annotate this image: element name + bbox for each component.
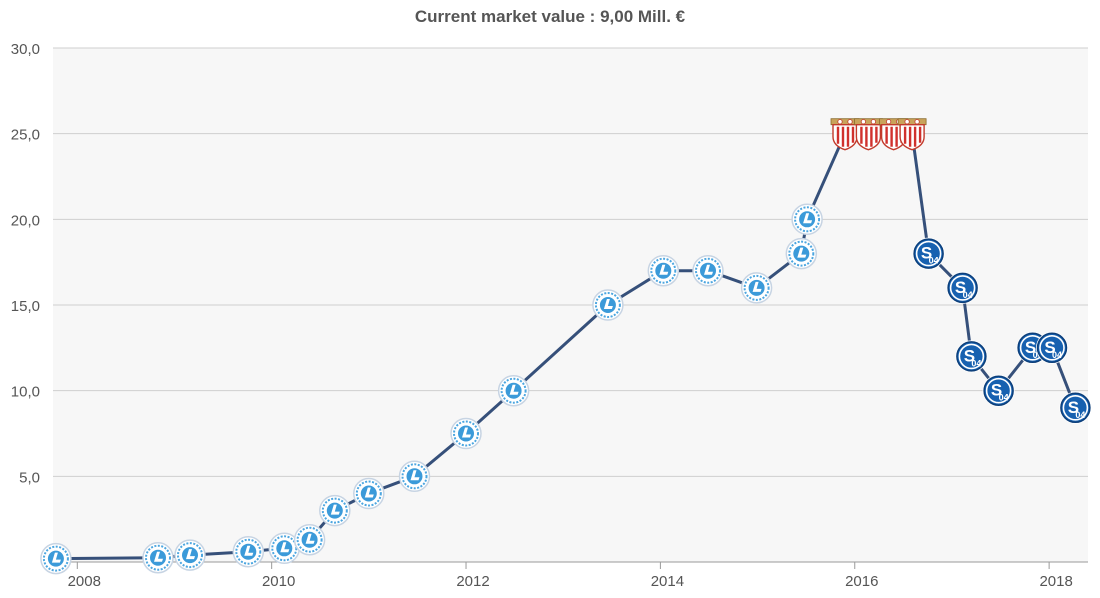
dnipro-crest-icon[interactable] <box>268 532 301 565</box>
svg-text:S: S <box>1025 338 1036 357</box>
svg-text:S: S <box>991 381 1002 400</box>
svg-text:04: 04 <box>929 256 939 266</box>
svg-text:S: S <box>1044 338 1055 357</box>
dnipro-crest-icon[interactable] <box>142 541 174 574</box>
dnipro-crest-icon[interactable] <box>785 237 818 270</box>
schalke-crest-icon[interactable]: S04 <box>982 374 1015 407</box>
y-tick-label: 30,0 <box>11 41 40 58</box>
grid-lines <box>53 47 1088 477</box>
dnipro-crest-icon[interactable] <box>40 542 72 575</box>
svg-text:04: 04 <box>971 358 981 368</box>
schalke-crest-icon[interactable]: S04 <box>1036 331 1068 364</box>
schalke-crest-icon[interactable]: S04 <box>1059 391 1092 424</box>
y-tick-label: 10,0 <box>11 384 40 401</box>
svg-text:04: 04 <box>963 290 973 300</box>
svg-text:S: S <box>955 278 966 297</box>
dnipro-crest-icon[interactable] <box>740 272 773 304</box>
dnipro-crest-icon[interactable] <box>497 374 530 407</box>
svg-text:04: 04 <box>1075 410 1085 420</box>
dnipro-crest-icon[interactable] <box>791 203 823 236</box>
svg-text:S: S <box>1068 398 1079 417</box>
dnipro-crest-icon[interactable] <box>692 254 724 287</box>
x-tick-label: 2018 <box>1039 573 1072 590</box>
x-tick-label: 2010 <box>262 573 295 590</box>
svg-text:04: 04 <box>1052 350 1062 360</box>
dnipro-crest-icon[interactable] <box>293 523 326 556</box>
sevilla-crest-icon[interactable] <box>897 118 927 151</box>
schalke-crest-icon[interactable]: S04 <box>955 340 988 373</box>
dnipro-crest-icon[interactable] <box>398 460 431 493</box>
dnipro-crest-icon[interactable] <box>450 417 482 450</box>
y-tick-label: 15,0 <box>11 298 40 315</box>
chart-title: Current market value : 9,00 Mill. € <box>414 7 686 26</box>
schalke-crest-icon[interactable]: S04 <box>912 237 945 270</box>
dnipro-crest-icon[interactable] <box>592 289 624 321</box>
dnipro-crest-icon[interactable] <box>174 539 206 571</box>
x-tick-label: 2008 <box>68 573 101 590</box>
axes: 5,0 10,0 15,0 20,0 25,0 30,0 2008 2010 2012 2014 2… <box>11 41 1088 590</box>
y-tick-label: 25,0 <box>11 127 40 144</box>
svg-text:04: 04 <box>999 393 1009 403</box>
dnipro-crest-icon[interactable] <box>232 535 265 568</box>
svg-text:S: S <box>964 346 975 365</box>
x-tick-label: 2014 <box>651 573 684 590</box>
x-tick-label: 2016 <box>845 573 878 590</box>
dnipro-crest-icon[interactable] <box>353 477 385 510</box>
x-tick-label: 2012 <box>456 573 489 590</box>
schalke-crest-icon[interactable]: S04 <box>946 271 979 304</box>
svg-text:S: S <box>921 244 932 263</box>
svg-text:04: 04 <box>1033 350 1043 360</box>
y-tick-label: 20,0 <box>11 212 40 229</box>
dnipro-crest-icon[interactable] <box>647 254 680 287</box>
sevilla-crest-icon[interactable] <box>854 118 883 151</box>
dnipro-crest-icon[interactable] <box>319 494 351 527</box>
y-tick-label: 5,0 <box>19 469 40 486</box>
